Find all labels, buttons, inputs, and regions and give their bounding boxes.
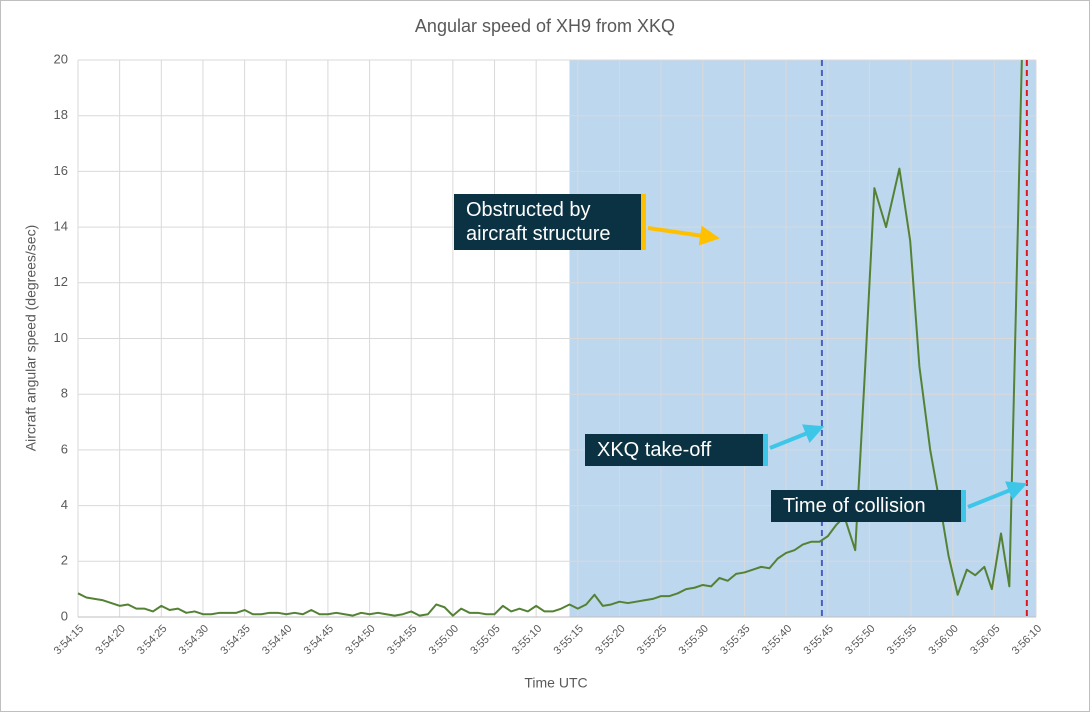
y-tick-label: 16 xyxy=(54,163,68,178)
y-tick-label: 4 xyxy=(61,497,68,512)
annotation: Obstructed by aircraft structure xyxy=(454,194,646,250)
annotation: Time of collision xyxy=(771,490,966,522)
y-tick-label: 8 xyxy=(61,386,68,401)
x-axis-title: Time UTC xyxy=(524,675,587,691)
y-tick-label: 12 xyxy=(54,274,68,289)
y-tick-label: 6 xyxy=(61,441,68,456)
y-tick-label: 0 xyxy=(61,608,68,623)
y-tick-label: 2 xyxy=(61,553,68,568)
y-tick-label: 20 xyxy=(54,51,68,66)
annotation: XKQ take-off xyxy=(585,434,768,466)
annotation-arrow xyxy=(647,225,720,246)
y-tick-label: 10 xyxy=(54,330,68,345)
annotation-arrow xyxy=(769,424,825,450)
chart-title: Angular speed of XH9 from XKQ xyxy=(415,16,675,36)
y-tick-label: 14 xyxy=(54,219,68,234)
annotation-arrow xyxy=(967,481,1028,509)
y-tick-label: 18 xyxy=(54,107,68,122)
y-axis-title: Aircraft angular speed (degrees/sec) xyxy=(23,225,39,451)
